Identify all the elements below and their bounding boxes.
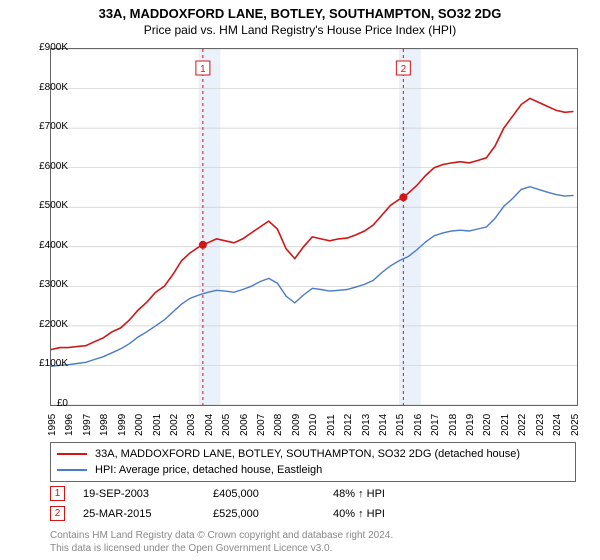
x-tick-label: 2014: [378, 414, 389, 436]
x-tick-label: 2002: [169, 414, 180, 436]
legend-swatch: [57, 453, 87, 455]
x-tick-label: 1998: [99, 414, 110, 436]
x-tick-label: 2021: [500, 414, 511, 436]
x-tick-label: 2004: [204, 414, 215, 436]
legend-label: HPI: Average price, detached house, East…: [95, 464, 322, 476]
x-tick-label: 2012: [343, 414, 354, 436]
x-tick-label: 2023: [535, 414, 546, 436]
x-tick-label: 2016: [413, 414, 424, 436]
legend: 33A, MADDOXFORD LANE, BOTLEY, SOUTHAMPTO…: [50, 442, 576, 482]
svg-text:2: 2: [401, 64, 407, 75]
y-tick-label: £100K: [22, 358, 68, 369]
x-tick-label: 1996: [64, 414, 75, 436]
y-tick-label: £0: [22, 398, 68, 409]
legend-item-property: 33A, MADDOXFORD LANE, BOTLEY, SOUTHAMPTO…: [57, 446, 569, 462]
svg-text:1: 1: [200, 64, 206, 75]
x-tick-label: 2006: [239, 414, 250, 436]
legend-swatch: [57, 469, 87, 471]
chart-subtitle: Price paid vs. HM Land Registry's House …: [0, 21, 600, 37]
footer-line-1: Contains HM Land Registry data © Crown c…: [50, 530, 393, 541]
x-tick-label: 2022: [517, 414, 528, 436]
y-tick-label: £300K: [22, 279, 68, 290]
plot-area: 12: [50, 48, 578, 406]
y-tick-label: £800K: [22, 82, 68, 93]
y-tick-label: £900K: [22, 42, 68, 53]
marker-row-1: 1 19-SEP-2003 £405,000 48% ↑ HPI: [50, 486, 385, 501]
x-tick-label: 2007: [256, 414, 267, 436]
x-tick-label: 1999: [117, 414, 128, 436]
marker-pct: 40% ↑ HPI: [333, 508, 385, 520]
x-tick-label: 2003: [186, 414, 197, 436]
y-tick-label: £700K: [22, 121, 68, 132]
x-tick-label: 1995: [47, 414, 58, 436]
y-tick-label: £200K: [22, 319, 68, 330]
marker-price: £525,000: [213, 508, 333, 520]
footer-line-2: This data is licensed under the Open Gov…: [50, 543, 332, 554]
y-tick-label: £400K: [22, 240, 68, 251]
marker-pct: 48% ↑ HPI: [333, 488, 385, 500]
x-tick-label: 1997: [82, 414, 93, 436]
x-tick-label: 2018: [448, 414, 459, 436]
x-tick-label: 2015: [395, 414, 406, 436]
x-tick-label: 2017: [430, 414, 441, 436]
x-tick-label: 2011: [326, 414, 337, 436]
x-tick-label: 2025: [570, 414, 581, 436]
y-tick-label: £600K: [22, 161, 68, 172]
x-tick-label: 2009: [291, 414, 302, 436]
marker-price: £405,000: [213, 488, 333, 500]
y-tick-label: £500K: [22, 200, 68, 211]
chart-container: 33A, MADDOXFORD LANE, BOTLEY, SOUTHAMPTO…: [0, 0, 600, 560]
marker-date: 25-MAR-2015: [83, 508, 213, 520]
x-tick-label: 2000: [134, 414, 145, 436]
marker-box-icon: 2: [50, 506, 65, 521]
x-tick-label: 2010: [308, 414, 319, 436]
marker-box-icon: 1: [50, 486, 65, 501]
legend-item-hpi: HPI: Average price, detached house, East…: [57, 462, 569, 478]
x-tick-label: 2013: [361, 414, 372, 436]
x-tick-label: 2005: [221, 414, 232, 436]
marker-row-2: 2 25-MAR-2015 £525,000 40% ↑ HPI: [50, 506, 385, 521]
x-tick-label: 2019: [465, 414, 476, 436]
x-tick-label: 2020: [482, 414, 493, 436]
marker-date: 19-SEP-2003: [83, 488, 213, 500]
x-tick-label: 2024: [552, 414, 563, 436]
x-tick-label: 2008: [273, 414, 284, 436]
x-tick-label: 2001: [152, 414, 163, 436]
legend-label: 33A, MADDOXFORD LANE, BOTLEY, SOUTHAMPTO…: [95, 448, 520, 460]
chart-svg: 12: [51, 49, 577, 405]
chart-title: 33A, MADDOXFORD LANE, BOTLEY, SOUTHAMPTO…: [0, 0, 600, 21]
